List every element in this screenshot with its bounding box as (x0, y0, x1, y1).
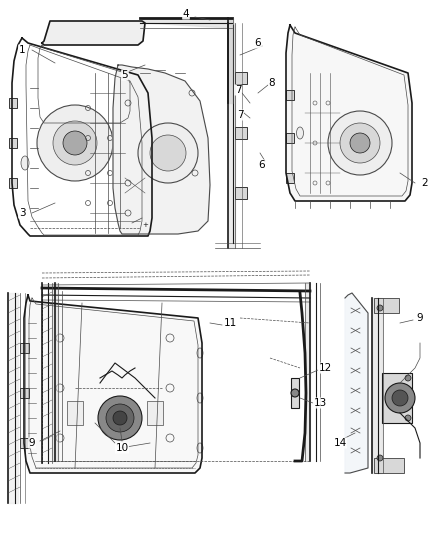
Bar (67, 401, 83, 425)
Bar (9, 178, 17, 188)
Circle shape (350, 133, 370, 153)
Polygon shape (42, 21, 145, 45)
Text: 10: 10 (116, 443, 129, 453)
Circle shape (106, 404, 134, 432)
Circle shape (53, 121, 97, 165)
Text: 11: 11 (223, 318, 237, 328)
Polygon shape (345, 293, 368, 473)
Bar (235, 72, 247, 84)
Circle shape (113, 411, 127, 425)
Polygon shape (113, 65, 210, 234)
Bar (235, 187, 247, 199)
Circle shape (385, 383, 415, 413)
Bar (147, 401, 163, 425)
Text: 3: 3 (19, 208, 25, 218)
Ellipse shape (197, 348, 203, 358)
Bar (291, 378, 299, 408)
Text: 6: 6 (254, 38, 261, 48)
Text: 9: 9 (28, 438, 35, 448)
Bar (374, 298, 399, 313)
Polygon shape (372, 298, 382, 473)
Ellipse shape (21, 156, 29, 170)
Circle shape (37, 105, 113, 181)
Polygon shape (140, 18, 232, 28)
Circle shape (63, 131, 87, 155)
Circle shape (138, 123, 198, 183)
Polygon shape (24, 295, 202, 473)
Circle shape (405, 375, 411, 381)
Text: 7: 7 (237, 110, 244, 120)
Text: 8: 8 (268, 78, 276, 88)
Bar (382, 373, 412, 423)
Bar (9, 138, 17, 148)
Bar (9, 98, 17, 108)
Ellipse shape (297, 127, 304, 139)
Text: 1: 1 (19, 45, 25, 55)
Circle shape (328, 111, 392, 175)
Polygon shape (228, 18, 233, 103)
Bar (20, 388, 29, 398)
Ellipse shape (197, 443, 203, 453)
Text: +: + (142, 222, 148, 228)
Polygon shape (286, 25, 412, 201)
Ellipse shape (197, 393, 203, 403)
Text: 12: 12 (318, 363, 332, 373)
Circle shape (150, 135, 186, 171)
Text: 6: 6 (259, 160, 265, 170)
Bar (286, 133, 294, 143)
Bar (235, 127, 247, 139)
Text: 7: 7 (235, 85, 241, 95)
Text: 4: 4 (183, 9, 189, 19)
Polygon shape (228, 23, 235, 248)
Circle shape (98, 396, 142, 440)
Bar (20, 438, 29, 448)
Circle shape (340, 123, 380, 163)
Circle shape (405, 415, 411, 421)
Text: 13: 13 (313, 398, 327, 408)
Bar (20, 343, 29, 353)
Text: 2: 2 (422, 178, 428, 188)
Circle shape (377, 305, 383, 311)
Bar (286, 90, 294, 100)
Bar (286, 173, 294, 183)
Circle shape (291, 389, 299, 397)
Circle shape (392, 390, 408, 406)
Text: 5: 5 (122, 70, 128, 80)
Text: 9: 9 (417, 313, 423, 323)
Polygon shape (52, 283, 58, 461)
Polygon shape (8, 293, 18, 503)
Polygon shape (305, 283, 310, 461)
Bar (374, 458, 404, 473)
Circle shape (377, 455, 383, 461)
Text: 14: 14 (333, 438, 346, 448)
